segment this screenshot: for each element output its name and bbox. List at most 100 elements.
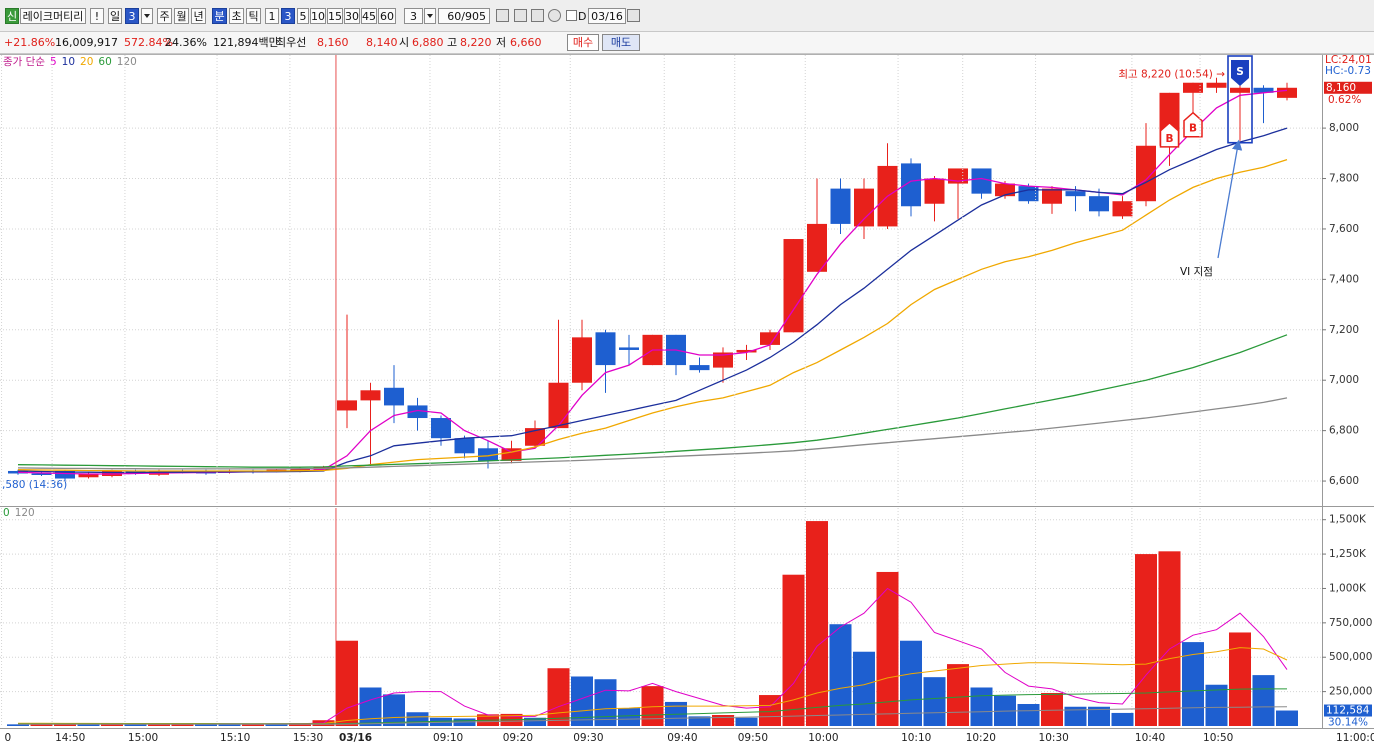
sell-button[interactable]: 매도 <box>602 34 640 51</box>
high-annotation: 최고 8,220 (10:54) → <box>1118 69 1225 81</box>
volume-bar <box>1205 684 1228 726</box>
legend-entry: 10 <box>62 56 75 68</box>
x-tick-label: 15:00 <box>128 732 158 744</box>
x-tick-label: 15:10 <box>220 732 250 744</box>
buy-signal <box>1159 121 1180 148</box>
candle-body <box>995 183 1015 197</box>
interval-button[interactable]: 15 <box>327 8 343 24</box>
candle-body <box>1230 87 1250 93</box>
volume-bar <box>1229 632 1251 726</box>
legend-entry: 120 <box>15 507 35 519</box>
x-tick-label: 09:30 <box>573 732 603 744</box>
interval-button[interactable]: 10 <box>310 8 326 24</box>
x-tick-label: 10:30 <box>1039 732 1069 744</box>
volume-bar <box>876 571 899 726</box>
candle-body <box>1277 87 1297 98</box>
range-input[interactable]: 60/905 <box>438 8 490 24</box>
tick-button[interactable]: 틱 <box>246 8 261 24</box>
candle-body <box>78 473 99 478</box>
tool-icon[interactable] <box>496 9 509 22</box>
candle-body <box>1253 87 1274 93</box>
candle-body <box>1206 82 1227 88</box>
month-button[interactable]: 월 <box>174 8 189 24</box>
stock-icon[interactable]: 신 <box>5 8 19 24</box>
interval-button[interactable]: 30 <box>344 8 360 24</box>
legend-entry: 0 <box>3 507 10 519</box>
volume-bar <box>1088 706 1110 726</box>
buy-button[interactable]: 매수 <box>567 34 599 51</box>
current-label: 112,584 <box>1326 705 1370 717</box>
price-box <box>1324 81 1372 94</box>
interval-button[interactable]: 1 <box>265 8 279 24</box>
legend-entry: 종가 단순 <box>3 56 45 68</box>
tool-icon[interactable] <box>514 9 527 22</box>
x-tick-label: 10:40 <box>1135 732 1165 744</box>
candle-body <box>478 448 498 461</box>
settings-icon[interactable] <box>548 9 561 22</box>
save-icon[interactable] <box>531 9 544 22</box>
candle-body <box>360 390 381 401</box>
x-tick-label: 10:50 <box>1203 732 1233 744</box>
year-button[interactable]: 년 <box>191 8 206 24</box>
interval-button[interactable]: 3 <box>281 8 295 24</box>
interval-button[interactable]: 60 <box>378 8 396 24</box>
checkbox[interactable] <box>566 10 577 21</box>
volume-bar <box>336 640 358 726</box>
y-tick-label: 750,000 <box>1329 617 1372 629</box>
high-label: 고 <box>447 36 458 49</box>
minute-button[interactable]: 분 <box>212 8 227 24</box>
volume-bar <box>359 687 382 726</box>
volume-bar <box>829 624 852 726</box>
volume-bar <box>218 724 241 726</box>
candle-body <box>454 438 475 454</box>
candle-body <box>1112 201 1133 217</box>
interval-button[interactable]: 45 <box>361 8 377 24</box>
volume-bar <box>759 695 781 726</box>
volume-bar <box>148 723 170 726</box>
date-input[interactable]: 03/16 <box>588 8 626 24</box>
candle-body <box>55 470 75 479</box>
day-button[interactable]: 일 <box>108 8 122 24</box>
interval-button[interactable]: 5 <box>297 8 309 24</box>
stock-name[interactable]: 레이크머티리 <box>20 8 86 24</box>
sell-signal <box>1231 60 1249 86</box>
change-label: 30.14% <box>1328 717 1368 729</box>
volume-bar <box>1041 692 1063 726</box>
y-tick-label: 7,800 <box>1329 173 1359 185</box>
candle-body <box>1183 82 1203 93</box>
volume-bar <box>195 723 217 726</box>
volume-bar <box>853 651 875 726</box>
date-check-label: D <box>578 10 587 23</box>
candle-body <box>924 178 945 204</box>
legend-entry: 120 <box>117 56 137 68</box>
day-count[interactable]: 3 <box>125 8 139 24</box>
x-tick-label: 15:30 <box>293 732 323 744</box>
y-tick-label: 8,000 <box>1329 122 1359 134</box>
y-tick-label: 7,200 <box>1329 324 1359 336</box>
calendar-icon[interactable] <box>627 9 640 22</box>
amount: 121,894백만 <box>213 36 279 49</box>
legend-entry: 5 <box>50 56 57 68</box>
volume-bar <box>406 712 429 726</box>
volume-bar <box>900 640 922 726</box>
count-input[interactable]: 3 <box>404 8 423 24</box>
candle-body <box>1042 188 1062 204</box>
candle-body <box>713 352 733 368</box>
dropdown[interactable] <box>424 8 436 24</box>
candle-body <box>830 188 851 224</box>
volume-bar <box>688 716 711 726</box>
candle-body <box>901 163 921 207</box>
volume-bar <box>947 664 969 726</box>
week-button[interactable]: 주 <box>157 8 172 24</box>
toolbar: 신 레이크머티리 ! 일 3 주 월 년 분 초 틱 1 3 5 10 15 3… <box>0 0 1374 32</box>
best-label: 최우선 <box>276 36 307 49</box>
y-tick-label: 1,250K <box>1329 548 1367 560</box>
alert-button[interactable]: ! <box>90 8 104 24</box>
volume-bar <box>383 694 405 726</box>
dropdown[interactable] <box>141 8 153 24</box>
second-button[interactable]: 초 <box>229 8 244 24</box>
x-tick-label: 10:20 <box>966 732 996 744</box>
x-tick-label: 0 <box>5 732 12 744</box>
